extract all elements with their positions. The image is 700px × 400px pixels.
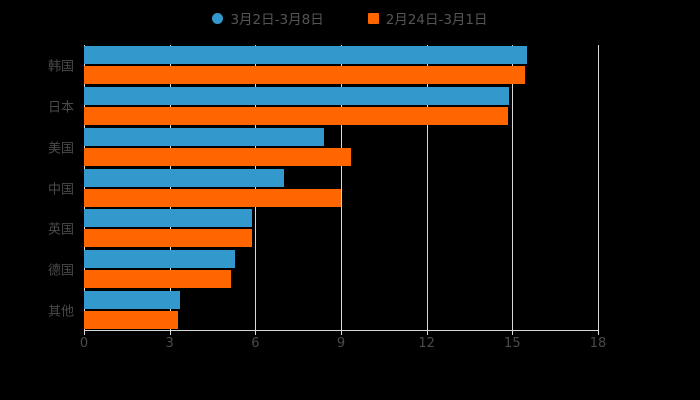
- bar-其他-series-1[interactable]: [84, 310, 179, 329]
- gridline-x-12: [426, 45, 428, 330]
- x-tick-label-6: 6: [251, 336, 260, 351]
- x-tick-label-15: 15: [504, 336, 521, 351]
- bar-其他-series-0[interactable]: [84, 290, 180, 309]
- legend-marker-square-icon: [367, 12, 379, 24]
- gridline-x-9: [341, 45, 342, 330]
- chart-legend: 3月2日-3月8日 2月24日-3月1日: [0, 8, 700, 28]
- bar-中国-series-1[interactable]: [84, 188, 341, 207]
- x-tick-label-0: 0: [79, 336, 89, 351]
- legend-item-series-1[interactable]: 2月24日-3月1日: [367, 8, 488, 28]
- y-axis-label-中国: 中国: [47, 182, 74, 197]
- bar-德国-series-0[interactable]: [84, 249, 236, 268]
- bar-英国-series-1[interactable]: [84, 229, 253, 248]
- x-tick-label-3: 3: [165, 336, 174, 351]
- bar-美国-series-1[interactable]: [84, 147, 351, 166]
- bar-中国-series-0[interactable]: [84, 168, 284, 187]
- y-axis-label-其他: 其他: [47, 304, 74, 320]
- bar-美国-series-0[interactable]: [84, 127, 324, 146]
- gridline-x-6: [255, 45, 257, 330]
- x-tick-label-12: 12: [418, 336, 435, 351]
- bar-日本-series-0[interactable]: [84, 87, 510, 106]
- bar-日本-series-1[interactable]: [84, 107, 509, 126]
- x-tick-label-18: 18: [589, 336, 607, 351]
- x-tick-18: [598, 330, 599, 335]
- gridline-x-0: [84, 45, 85, 330]
- bar-英国-series-0[interactable]: [84, 209, 253, 228]
- x-tick-15: [512, 330, 514, 335]
- y-axis-label-美国: 美国: [47, 141, 74, 157]
- legend-item-series-0[interactable]: 3月2日-3月8日: [212, 8, 324, 28]
- legend-marker-circle-icon: [212, 12, 224, 24]
- plot-area: [84, 45, 599, 330]
- legend-label-series-1: 2月24日-3月1日: [385, 12, 488, 28]
- x-tick-0: [84, 330, 85, 335]
- x-tick-3: [169, 330, 171, 335]
- gridline-x-3: [169, 45, 171, 330]
- y-axis-label-德国: 德国: [47, 263, 74, 279]
- x-tick-12: [426, 330, 428, 335]
- bar-韩国-series-1[interactable]: [84, 66, 526, 85]
- x-tick-9: [341, 330, 342, 335]
- y-axis-category-labels: 韩国日本美国中国英国德国其他: [0, 45, 74, 330]
- gridline-x-15: [512, 45, 514, 330]
- legend-label-series-0: 3月2日-3月8日: [230, 12, 324, 28]
- y-axis-label-日本: 日本: [47, 100, 74, 116]
- bar-德国-series-1[interactable]: [84, 269, 232, 288]
- x-tick-label-9: 9: [336, 336, 346, 351]
- bar-韩国-series-0[interactable]: [84, 46, 527, 65]
- y-axis-label-韩国: 韩国: [47, 59, 74, 75]
- y-axis-label-英国: 英国: [47, 222, 74, 238]
- gridline-x-18: [598, 45, 599, 330]
- x-tick-6: [255, 330, 257, 335]
